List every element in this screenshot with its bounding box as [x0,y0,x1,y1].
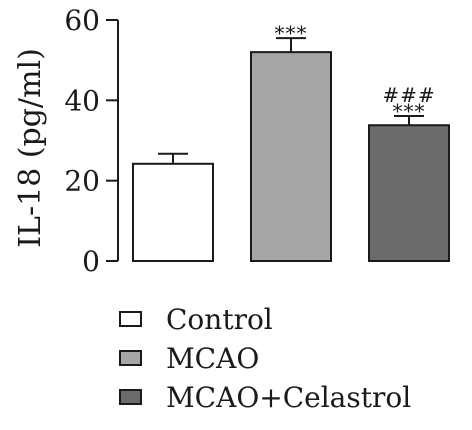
bar-1 [250,51,332,263]
legend-swatch [119,389,142,405]
legend-label: MCAO [166,342,259,375]
legend-label: MCAO+Celastrol [166,381,411,414]
significance-marker: *** [393,99,426,123]
legend-swatch [119,350,142,366]
legend-label: Control [166,303,273,336]
y-tick-label: 20 [64,165,100,198]
bar-2 [368,124,450,262]
legend: Control MCAO MCAO+Celastrol [119,303,411,414]
significance-marker: ### [382,83,435,107]
bar-0 [132,162,214,262]
y-tick-label: 40 [64,84,100,117]
significance-marker: *** [275,21,308,45]
legend-swatch [119,311,142,327]
y-tick-label: 60 [64,4,100,37]
y-axis-label: IL-18 (pg/ml) [13,48,48,248]
y-tick-label: 0 [82,245,100,278]
